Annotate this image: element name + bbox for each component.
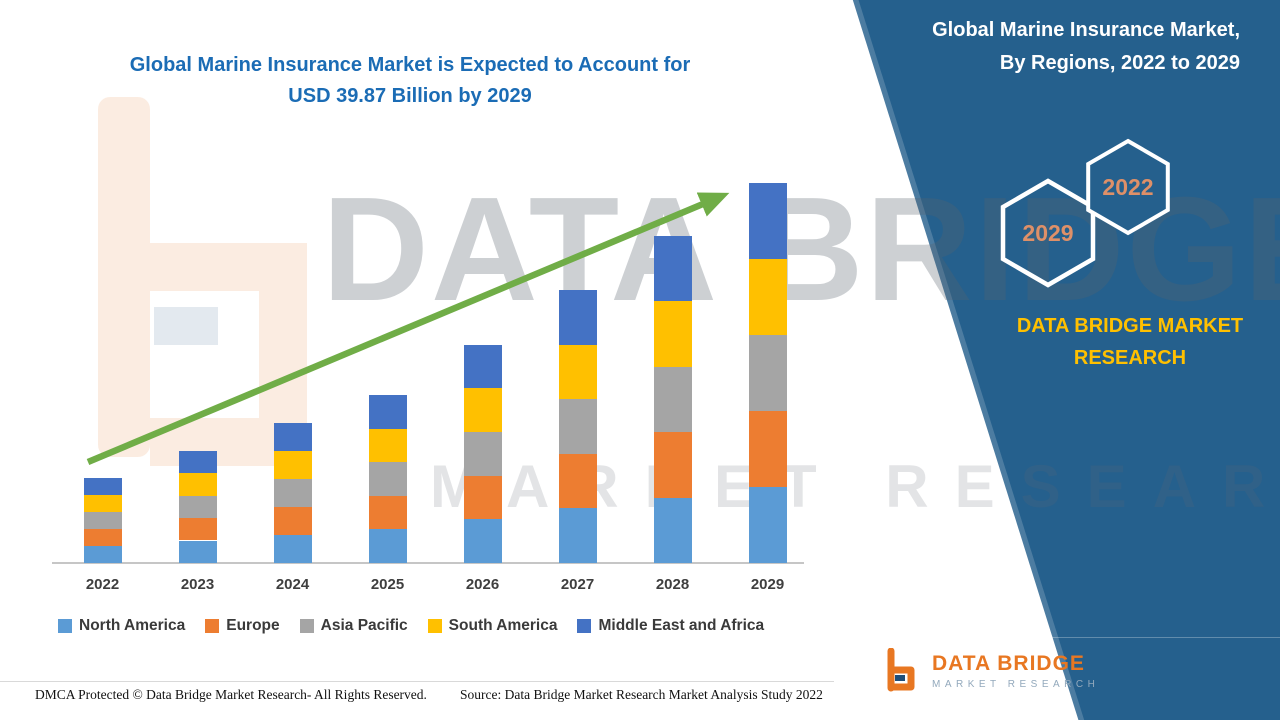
bar-segment-2027-south-america: [558, 344, 597, 400]
bar-segment-2025-south-america: [368, 428, 407, 463]
legend-label: North America: [79, 617, 186, 634]
x-axis-label-2025: 2025: [370, 576, 405, 593]
bar-segment-2026-asia-pacific: [463, 432, 502, 476]
bar-segment-2028-asia-pacific: [653, 366, 692, 433]
bar-segment-2024-europe: [273, 506, 312, 535]
bar-segment-2026-south-america: [463, 388, 502, 433]
legend-swatch-icon: [427, 619, 442, 633]
legend-item-europe: Europe: [205, 617, 280, 635]
bar-segment-2025-middle-east-and-africa: [368, 395, 407, 429]
bar-segment-2025-asia-pacific: [368, 462, 407, 496]
bar-segment-2027-middle-east-and-africa: [558, 290, 597, 345]
bar-segment-2024-middle-east-and-africa: [273, 422, 312, 451]
bar-segment-2022-south-america: [83, 495, 122, 513]
bar-segment-2028-europe: [653, 432, 692, 498]
page-title-line2: USD 39.87 Billion by 2029: [288, 85, 532, 107]
bar-segment-2023-middle-east-and-africa: [178, 450, 217, 474]
bar-segment-2024-south-america: [273, 450, 312, 479]
bar-segment-2028-south-america: [653, 301, 692, 367]
bar-segment-2022-north-america: [83, 546, 122, 563]
legend-swatch-icon: [577, 619, 592, 633]
legend: North America Europe Asia Pacific South Ame…: [58, 617, 764, 635]
bar-segment-2022-asia-pacific: [83, 512, 122, 530]
bar-segment-2023-north-america: [178, 540, 217, 563]
legend-item-south-america: South America: [427, 617, 558, 635]
footer-dmca-text: DMCA Protected © Data Bridge Market Rese…: [35, 687, 427, 702]
legend-swatch-icon: [205, 619, 220, 633]
x-axis-label-2027: 2027: [560, 576, 595, 593]
x-axis-label-2029: 2029: [750, 576, 785, 593]
bar-segment-2027-north-america: [558, 508, 597, 563]
bar-segment-2029-north-america: [748, 487, 787, 563]
legend-item-middle-east-and-africa: Middle East and Africa: [577, 617, 764, 635]
x-axis-label-2026: 2026: [465, 576, 500, 593]
bar-segment-2029-middle-east-and-africa: [748, 183, 787, 260]
bar-segment-2028-north-america: [653, 497, 692, 563]
bar-segment-2026-north-america: [463, 519, 502, 563]
bar-segment-2023-asia-pacific: [178, 495, 217, 518]
legend-swatch-icon: [58, 619, 72, 633]
bar-segment-2029-asia-pacific: [748, 335, 787, 412]
page-title-line1: Global Marine Insurance Market is Expect…: [129, 54, 691, 76]
bar-segment-2027-asia-pacific: [558, 399, 597, 454]
bar-segment-2023-europe: [178, 518, 217, 541]
legend-swatch-icon: [299, 619, 314, 633]
x-axis-label-2028: 2028: [655, 576, 690, 593]
footer-divider: [0, 681, 834, 682]
x-axis-label-2023: 2023: [180, 576, 215, 593]
legend-item-north-america: North America: [58, 617, 185, 635]
legend-label: Europe: [226, 617, 280, 634]
legend-label: Asia Pacific: [320, 617, 408, 634]
bar-segment-2024-north-america: [273, 534, 312, 563]
bar-segment-2026-europe: [463, 475, 502, 520]
bar-segment-2026-middle-east-and-africa: [463, 344, 502, 389]
bar-segment-2022-middle-east-and-africa: [83, 478, 122, 496]
x-axis-label-2022: 2022: [85, 576, 120, 593]
bar-segment-2024-asia-pacific: [273, 478, 312, 507]
bar-segment-2025-north-america: [368, 529, 407, 563]
bar-segment-2023-south-america: [178, 473, 217, 496]
x-axis-line: [52, 562, 804, 564]
legend-item-asia-pacific: Asia Pacific: [299, 617, 408, 635]
bar-segment-2029-south-america: [748, 259, 787, 336]
footer-source-text: Source: Data Bridge Market Research Mark…: [460, 687, 823, 702]
bar-segment-2025-europe: [368, 495, 407, 530]
bar-segment-2027-europe: [558, 453, 597, 509]
bar-segment-2028-middle-east-and-africa: [653, 236, 692, 302]
page-title: Global Marine Insurance Market is Expect…: [55, 50, 765, 112]
legend-label: Middle East and Africa: [598, 617, 765, 634]
bar-segment-2022-europe: [83, 529, 122, 547]
bar-segment-2029-europe: [748, 411, 787, 488]
x-axis-label-2024: 2024: [275, 576, 310, 593]
legend-label: South America: [448, 617, 558, 634]
